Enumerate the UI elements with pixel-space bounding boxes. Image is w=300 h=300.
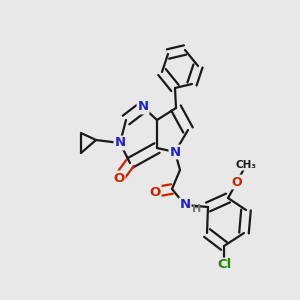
Text: N: N — [137, 100, 148, 113]
Text: O: O — [232, 176, 242, 188]
Text: Cl: Cl — [217, 259, 231, 272]
Text: CH₃: CH₃ — [236, 160, 256, 170]
Text: O: O — [149, 185, 161, 199]
Text: H: H — [192, 205, 201, 214]
Text: N: N — [179, 199, 191, 212]
Text: N: N — [114, 136, 126, 149]
Text: O: O — [113, 172, 124, 184]
Text: N: N — [169, 146, 181, 158]
